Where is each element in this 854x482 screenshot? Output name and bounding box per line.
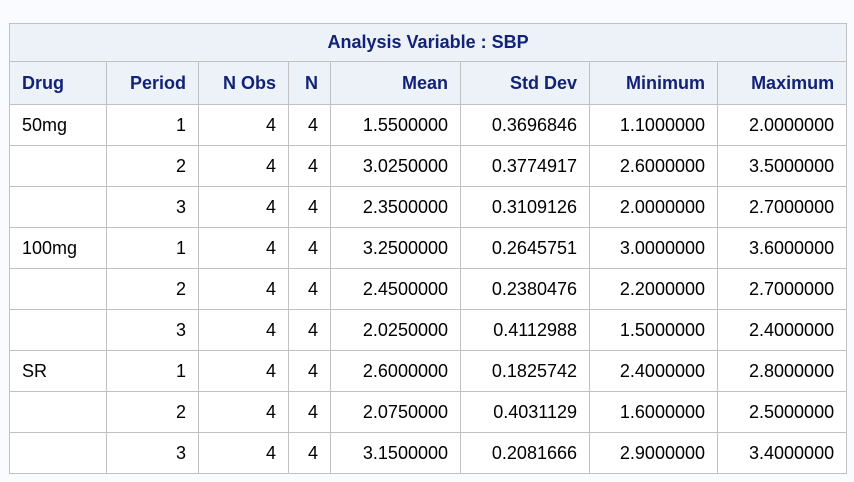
cell-maximum: 3.5000000 (716, 145, 848, 187)
cell-n: 4 (288, 104, 331, 146)
cell-n: 4 (288, 227, 331, 269)
table-title-row: Analysis Variable : SBP (8, 23, 848, 62)
col-header-drug: Drug (9, 61, 107, 105)
cell-n-obs: 4 (198, 391, 289, 433)
cell-maximum: 2.8000000 (716, 350, 848, 392)
col-header-mean: Mean (330, 61, 461, 105)
cell-mean: 2.6000000 (330, 350, 461, 392)
cell-drug (9, 268, 107, 310)
cell-n: 4 (288, 268, 331, 310)
table-row: 2 4 4 2.0750000 0.4031129 1.6000000 2.5000000 (9, 391, 848, 433)
cell-std-dev: 0.2645751 (460, 227, 590, 269)
cell-maximum: 2.4000000 (716, 309, 848, 351)
analysis-table: Analysis Variable : SBP Drug Period N Ob… (8, 23, 848, 474)
cell-n: 4 (288, 432, 331, 474)
cell-drug: 50mg (9, 104, 107, 146)
cell-period: 3 (106, 186, 199, 228)
cell-period: 1 (106, 350, 199, 392)
cell-std-dev: 0.2380476 (460, 268, 590, 310)
table-row: 50mg 1 4 4 1.5500000 0.3696846 1.1000000 2.0000… (9, 104, 848, 146)
cell-mean: 2.0250000 (330, 309, 461, 351)
cell-minimum: 3.0000000 (589, 227, 718, 269)
cell-mean: 2.0750000 (330, 391, 461, 433)
cell-mean: 1.5500000 (330, 104, 461, 146)
cell-std-dev: 0.1825742 (460, 350, 590, 392)
cell-n-obs: 4 (198, 350, 289, 392)
cell-maximum: 2.5000000 (716, 391, 848, 433)
col-header-minimum: Minimum (589, 61, 718, 105)
cell-n-obs: 4 (198, 186, 289, 228)
cell-minimum: 1.6000000 (589, 391, 718, 433)
cell-mean: 2.4500000 (330, 268, 461, 310)
cell-n: 4 (288, 391, 331, 433)
table-row: 100mg 1 4 4 3.2500000 0.2645751 3.0000000 3.600… (9, 227, 848, 269)
table-row: 3 4 4 2.3500000 0.3109126 2.0000000 2.7000000 (9, 186, 848, 228)
table-title: Analysis Variable : SBP (8, 23, 848, 62)
cell-std-dev: 0.3109126 (460, 186, 590, 228)
col-header-period: Period (106, 61, 199, 105)
cell-minimum: 2.0000000 (589, 186, 718, 228)
cell-period: 2 (106, 391, 199, 433)
cell-minimum: 1.1000000 (589, 104, 718, 146)
cell-n-obs: 4 (198, 104, 289, 146)
cell-n-obs: 4 (198, 227, 289, 269)
col-header-n: N (288, 61, 331, 105)
col-header-n-obs: N Obs (198, 61, 289, 105)
cell-n: 4 (288, 145, 331, 187)
cell-maximum: 2.0000000 (716, 104, 848, 146)
cell-n-obs: 4 (198, 309, 289, 351)
cell-drug (9, 186, 107, 228)
cell-drug (9, 145, 107, 187)
cell-n-obs: 4 (198, 268, 289, 310)
cell-drug: 100mg (9, 227, 107, 269)
cell-minimum: 2.9000000 (589, 432, 718, 474)
cell-maximum: 2.7000000 (716, 268, 848, 310)
cell-n: 4 (288, 350, 331, 392)
col-header-maximum: Maximum (716, 61, 848, 105)
cell-maximum: 3.6000000 (716, 227, 848, 269)
cell-maximum: 2.7000000 (716, 186, 848, 228)
cell-n-obs: 4 (198, 432, 289, 474)
cell-drug (9, 309, 107, 351)
cell-mean: 2.3500000 (330, 186, 461, 228)
table-row: 2 4 4 2.4500000 0.2380476 2.2000000 2.7000000 (9, 268, 848, 310)
cell-period: 3 (106, 309, 199, 351)
cell-std-dev: 0.4031129 (460, 391, 590, 433)
cell-n: 4 (288, 186, 331, 228)
table-row: 2 4 4 3.0250000 0.3774917 2.6000000 3.5000000 (9, 145, 848, 187)
cell-std-dev: 0.4112988 (460, 309, 590, 351)
cell-minimum: 2.4000000 (589, 350, 718, 392)
cell-mean: 3.0250000 (330, 145, 461, 187)
cell-period: 2 (106, 145, 199, 187)
cell-drug: SR (9, 350, 107, 392)
cell-n-obs: 4 (198, 145, 289, 187)
cell-drug (9, 432, 107, 474)
table-row: SR 1 4 4 2.6000000 0.1825742 2.4000000 2.800000… (9, 350, 848, 392)
cell-std-dev: 0.2081666 (460, 432, 590, 474)
cell-n: 4 (288, 309, 331, 351)
cell-mean: 3.2500000 (330, 227, 461, 269)
cell-maximum: 3.4000000 (716, 432, 848, 474)
cell-period: 2 (106, 268, 199, 310)
table-row: 3 4 4 2.0250000 0.4112988 1.5000000 2.4000000 (9, 309, 848, 351)
cell-std-dev: 0.3774917 (460, 145, 590, 187)
cell-minimum: 1.5000000 (589, 309, 718, 351)
cell-std-dev: 0.3696846 (460, 104, 590, 146)
cell-period: 1 (106, 104, 199, 146)
cell-mean: 3.1500000 (330, 432, 461, 474)
cell-period: 1 (106, 227, 199, 269)
cell-minimum: 2.2000000 (589, 268, 718, 310)
table-row: 3 4 4 3.1500000 0.2081666 2.9000000 3.4000000 (9, 432, 848, 474)
col-header-std-dev: Std Dev (460, 61, 590, 105)
cell-drug (9, 391, 107, 433)
table-body: 50mg 1 4 4 1.5500000 0.3696846 1.1000000 2.0000… (9, 104, 848, 474)
cell-minimum: 2.6000000 (589, 145, 718, 187)
cell-period: 3 (106, 432, 199, 474)
column-header-row: Drug Period N Obs N Mean Std Dev Minimum… (9, 61, 848, 105)
